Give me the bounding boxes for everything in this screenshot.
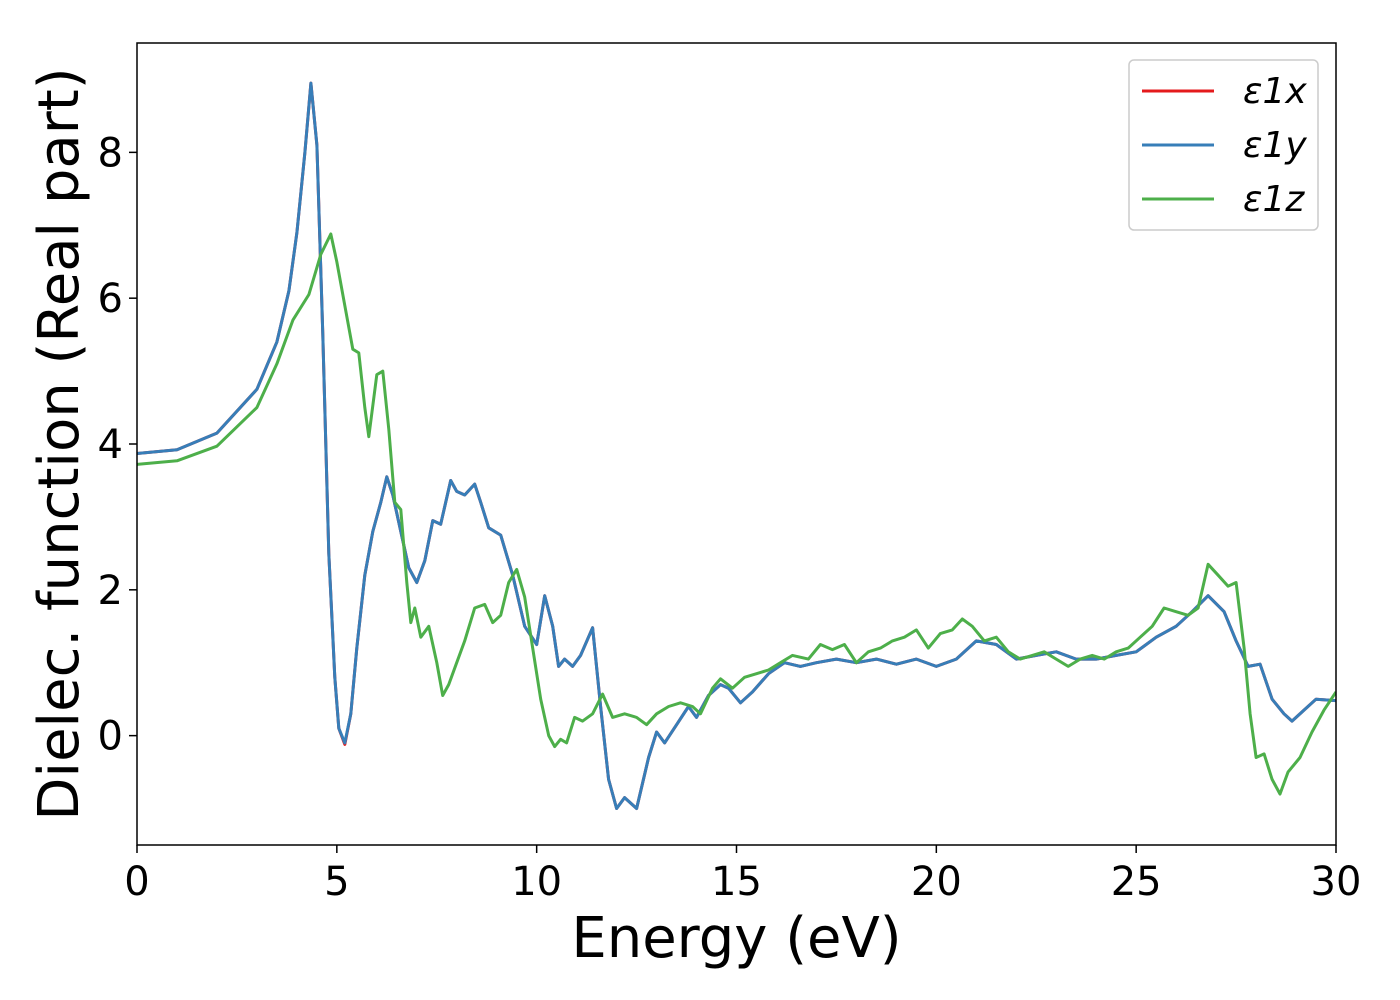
x-tick-label: 15 — [711, 859, 762, 905]
legend-box — [1128, 59, 1319, 231]
x-tick-label: 30 — [1311, 859, 1362, 905]
y-tick-label: 2 — [98, 568, 123, 614]
legend-label: ε1x — [1243, 71, 1307, 112]
legend-label: ε1y — [1243, 125, 1307, 166]
y-axis-label: Dielec. function (Real part) — [27, 67, 92, 820]
axis-ticks: 0 5 10 15 20 25 30 0 2 4 6 8 — [98, 130, 1362, 905]
y-tick-label: 0 — [98, 714, 123, 760]
series-line-3 — [137, 232, 1336, 796]
x-tick-label: 20 — [911, 859, 962, 905]
y-tick-label: 6 — [98, 276, 123, 322]
x-tick-label: 5 — [324, 859, 349, 905]
x-tick-label: 0 — [124, 859, 149, 905]
x-tick-label: 10 — [511, 859, 562, 905]
series-lines — [137, 81, 1336, 810]
x-tick-label: 25 — [1111, 859, 1162, 905]
x-axis-label: Energy (eV) — [571, 906, 901, 971]
legend-label: ε1z — [1243, 179, 1305, 220]
y-tick-label: 4 — [98, 422, 123, 468]
legend: ε1x ε1y ε1z — [1128, 59, 1319, 231]
y-tick-label: 8 — [98, 130, 123, 176]
